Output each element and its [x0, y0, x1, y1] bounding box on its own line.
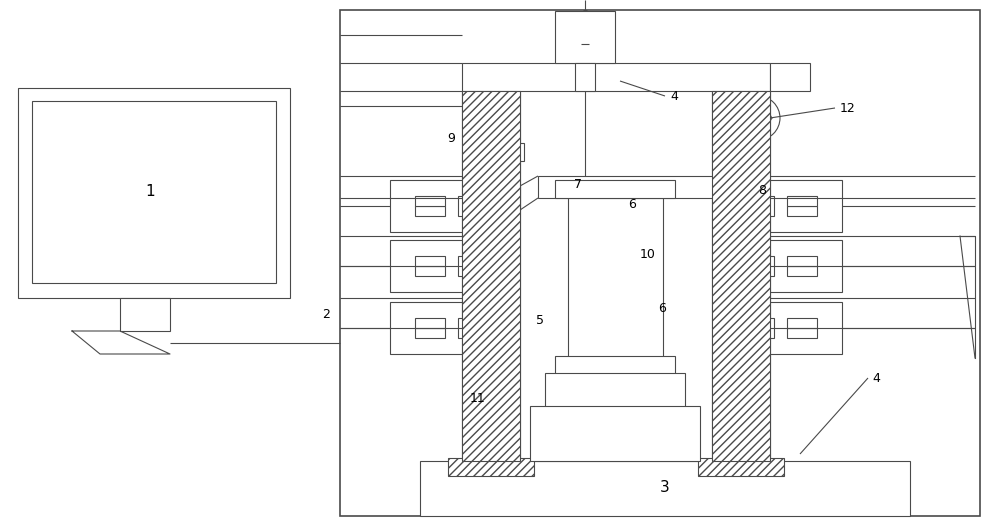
Bar [480, 161, 516, 176]
Bar [698, 458, 784, 476]
Text: 2: 2 [322, 308, 330, 320]
Bar [415, 196, 445, 206]
Bar [742, 318, 774, 338]
Bar [787, 328, 817, 338]
Bar [415, 328, 445, 338]
Bar [770, 302, 842, 354]
Text: 4: 4 [872, 371, 880, 385]
Bar [555, 11, 615, 63]
Bar [458, 256, 490, 276]
Bar [390, 302, 462, 354]
Bar [555, 180, 675, 198]
Bar [787, 206, 817, 216]
Bar [390, 180, 462, 232]
Bar [712, 91, 770, 461]
Text: 11: 11 [469, 391, 485, 404]
Bar [538, 176, 723, 198]
Bar [742, 196, 774, 216]
Bar [555, 356, 675, 378]
Text: 4: 4 [670, 89, 678, 103]
Bar [32, 101, 276, 283]
Text: 3: 3 [660, 480, 670, 495]
Bar [18, 88, 290, 298]
Text: 6: 6 [628, 197, 636, 210]
Bar [472, 143, 524, 161]
Bar [787, 256, 817, 266]
Bar [787, 266, 817, 276]
Bar [462, 91, 520, 461]
Bar [568, 198, 663, 358]
Text: 1: 1 [145, 184, 155, 198]
Bar [415, 266, 445, 276]
Bar [415, 206, 445, 216]
Bar [742, 256, 774, 276]
Bar [575, 63, 595, 91]
Bar [770, 63, 810, 91]
Text: 7: 7 [574, 177, 582, 190]
Bar [458, 196, 490, 216]
Bar [462, 91, 520, 461]
Bar [787, 196, 817, 206]
Bar [120, 298, 170, 331]
Bar [390, 240, 462, 292]
Bar [462, 63, 770, 91]
Bar [770, 240, 842, 292]
Bar [415, 318, 445, 328]
Bar [340, 10, 980, 516]
Bar [530, 406, 700, 461]
Text: 8: 8 [758, 185, 766, 197]
Bar [770, 180, 842, 232]
Bar [458, 318, 490, 338]
Text: 10: 10 [640, 248, 656, 260]
Bar [712, 91, 770, 461]
Bar [787, 318, 817, 328]
Bar [448, 458, 534, 476]
Bar [420, 461, 910, 516]
Text: 9: 9 [447, 132, 455, 145]
Text: 6: 6 [658, 301, 666, 315]
Bar [545, 373, 685, 411]
Text: 12: 12 [840, 102, 856, 115]
Text: 5: 5 [536, 315, 544, 328]
Bar [415, 256, 445, 266]
